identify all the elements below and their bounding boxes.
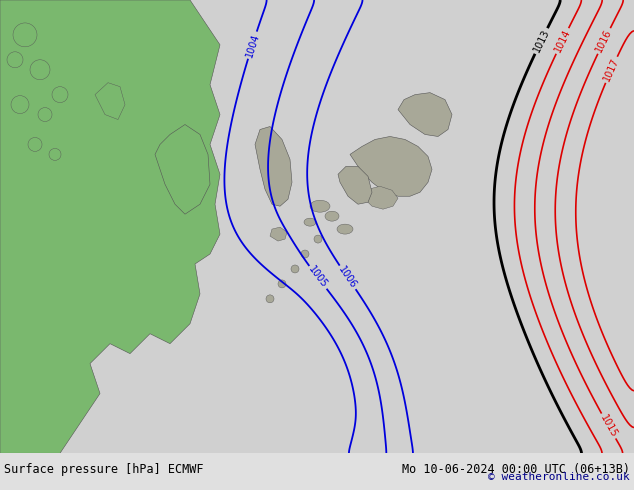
Circle shape	[13, 23, 37, 47]
Polygon shape	[155, 124, 210, 214]
Polygon shape	[350, 137, 432, 196]
Circle shape	[301, 250, 309, 258]
Text: 1005: 1005	[306, 265, 329, 290]
Polygon shape	[398, 93, 452, 137]
Circle shape	[278, 280, 286, 288]
Text: 1013: 1013	[531, 28, 551, 54]
Circle shape	[38, 108, 52, 122]
Circle shape	[52, 87, 68, 102]
Text: 1004: 1004	[244, 32, 261, 58]
Text: 1015: 1015	[598, 413, 619, 439]
Circle shape	[49, 148, 61, 160]
Ellipse shape	[337, 224, 353, 234]
Text: © weatheronline.co.uk: © weatheronline.co.uk	[488, 472, 630, 482]
Text: 1016: 1016	[594, 28, 614, 54]
Text: Surface pressure [hPa] ECMWF: Surface pressure [hPa] ECMWF	[4, 463, 204, 476]
Text: 1017: 1017	[602, 56, 621, 83]
Polygon shape	[0, 0, 220, 453]
Circle shape	[266, 295, 274, 303]
Text: 1006: 1006	[337, 265, 359, 291]
Ellipse shape	[310, 200, 330, 212]
Ellipse shape	[325, 211, 339, 221]
Circle shape	[291, 265, 299, 273]
Polygon shape	[270, 227, 287, 241]
Circle shape	[11, 96, 29, 114]
Polygon shape	[255, 126, 292, 206]
Ellipse shape	[304, 218, 316, 226]
Polygon shape	[95, 83, 125, 120]
Circle shape	[30, 60, 50, 80]
Circle shape	[28, 138, 42, 151]
Polygon shape	[362, 186, 398, 209]
Polygon shape	[338, 167, 372, 204]
Circle shape	[7, 52, 23, 68]
Text: 1014: 1014	[552, 28, 573, 54]
Text: Mo 10-06-2024 00:00 UTC (06+13B): Mo 10-06-2024 00:00 UTC (06+13B)	[402, 463, 630, 476]
Circle shape	[314, 235, 322, 243]
